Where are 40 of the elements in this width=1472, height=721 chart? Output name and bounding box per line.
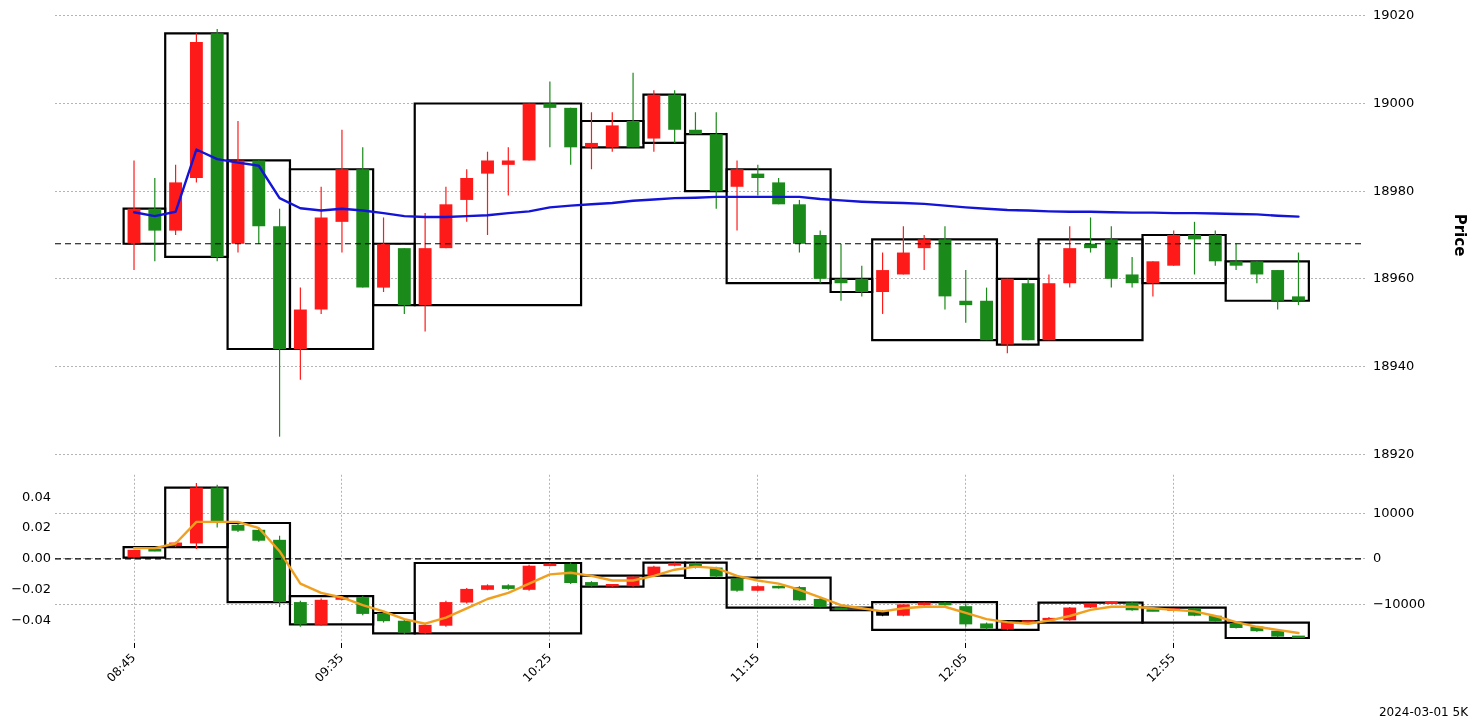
y2-tick-label: −0.02 — [11, 581, 51, 597]
candlestick — [876, 251, 890, 315]
y-tick-label: 19020 — [1373, 7, 1415, 23]
candlestick — [772, 177, 786, 205]
y-tick-label: 18980 — [1373, 182, 1415, 198]
y-tick-label: 18920 — [1373, 445, 1415, 461]
candlestick — [730, 159, 744, 232]
candlestick — [293, 600, 307, 628]
y2-tick-label: 0.02 — [22, 519, 51, 535]
y-tick-label: 18940 — [1373, 357, 1415, 373]
candlestick — [751, 164, 765, 197]
candlestick — [481, 151, 494, 236]
candlestick — [1250, 260, 1264, 284]
candlestick — [148, 177, 162, 262]
candlestick — [501, 146, 515, 197]
candlestick — [585, 111, 598, 170]
candlestick — [439, 600, 453, 628]
candlestick — [896, 225, 910, 276]
candlestick — [1292, 251, 1305, 306]
candlestick — [460, 168, 474, 223]
candlestick — [1188, 221, 1201, 276]
candlestick — [1125, 256, 1139, 289]
candlestick — [959, 269, 973, 324]
candlestick — [855, 265, 869, 297]
y-tick-label: −10000 — [1373, 595, 1426, 611]
candlestick — [917, 234, 931, 271]
candlestick — [605, 111, 619, 153]
y2-tick-label: 0.04 — [22, 488, 51, 504]
y-tick-label: 19000 — [1373, 94, 1415, 110]
y2-tick-label: −0.04 — [11, 612, 51, 627]
candlestick — [1146, 260, 1160, 297]
y-tick-label: 10000 — [1373, 504, 1415, 520]
y2-tick-label: 0.00 — [22, 550, 51, 566]
y-tick-label: 0 — [1373, 550, 1382, 566]
y-tick-label: 18960 — [1373, 270, 1415, 286]
y-axis-title: Price — [1451, 213, 1470, 257]
candlestick — [1084, 216, 1097, 254]
text: 2024-03-01 5K — [1378, 705, 1468, 719]
candlestick — [1229, 243, 1243, 271]
candlestick — [543, 80, 557, 148]
